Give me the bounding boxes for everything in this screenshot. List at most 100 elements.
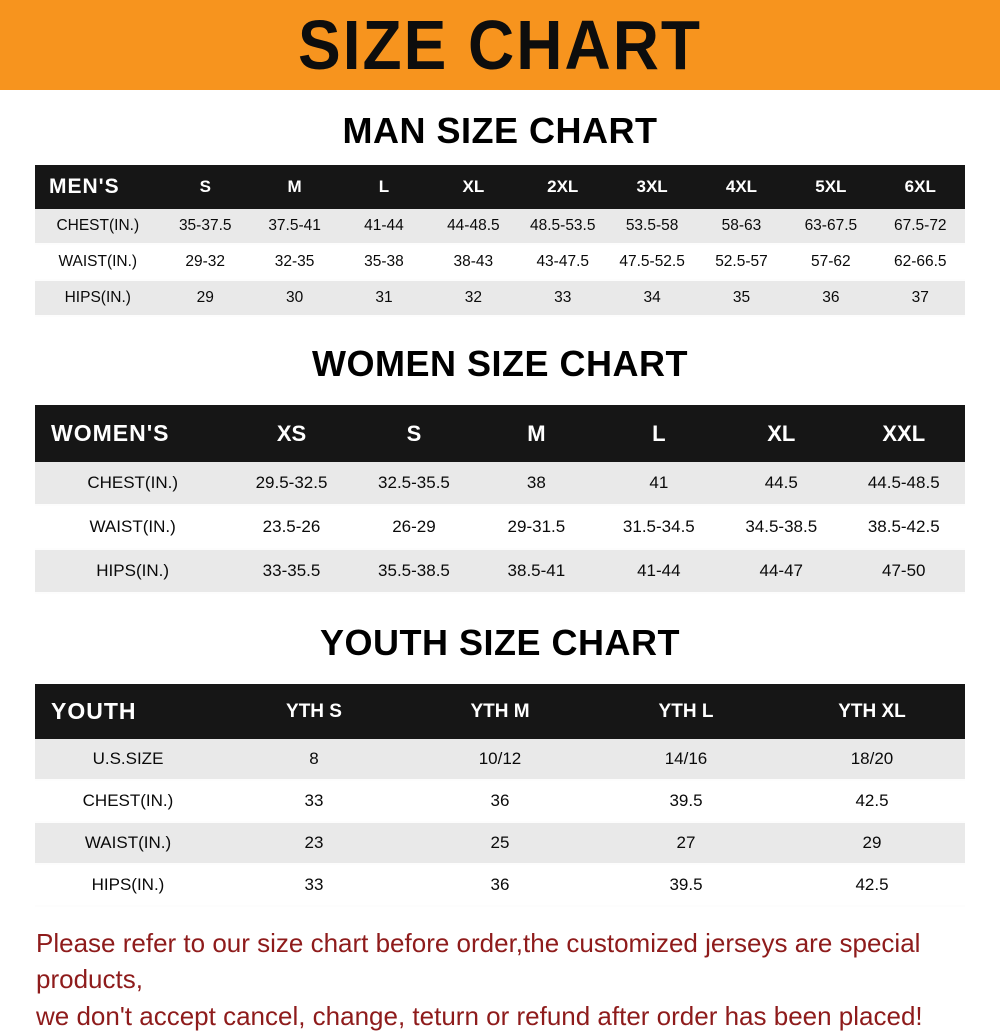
size-value-cell: 18/20	[850, 749, 894, 768]
column-header: L	[378, 177, 390, 196]
row-label: HIPS(IN.)	[91, 875, 165, 894]
column-header: YTH M	[470, 700, 530, 722]
column-header: XXL	[882, 420, 926, 446]
women-size-table: WOMEN'S XS S M L XL XXL CHEST(IN.) 29.5-32.5 32.5…	[35, 405, 965, 594]
section-title-women: WOMEN SIZE CHART	[312, 343, 688, 384]
size-value-cell: 53.5-58	[625, 217, 679, 234]
table-row: CHEST(IN.) 29.5-32.5 32.5-35.5 38 41 44.5 44.5…	[35, 462, 965, 505]
size-value-cell: 23	[304, 833, 324, 852]
size-value-cell: 58-63	[721, 217, 762, 234]
size-value-cell: 35-38	[364, 253, 404, 270]
size-value-cell: 35	[732, 289, 751, 306]
size-value-cell: 33	[304, 875, 324, 894]
size-value-cell: 10/12	[478, 749, 522, 768]
size-value-cell: 26-29	[392, 517, 436, 536]
column-header: 3XL	[636, 177, 668, 196]
size-value-cell: 41-44	[637, 561, 681, 580]
size-value-cell: 31	[375, 289, 393, 306]
column-header: YTH S	[286, 700, 342, 722]
size-value-cell: 30	[285, 289, 304, 306]
table-header-row: YOUTH YTH S YTH M YTH L YTH XL	[35, 684, 965, 739]
size-value-cell: 62-66.5	[893, 253, 947, 270]
size-value-cell: 34	[643, 289, 661, 306]
size-value-cell: 8	[309, 749, 319, 768]
size-value-cell: 41-44	[364, 217, 404, 234]
table-header-row: WOMEN'S XS S M L XL XXL	[35, 405, 965, 462]
size-value-cell: 37	[911, 289, 929, 306]
order-disclaimer: Please refer to our size chart before or…	[0, 925, 1000, 1034]
size-value-cell: 32-35	[274, 253, 315, 270]
size-value-cell: 29.5-32.5	[255, 473, 328, 492]
column-header: XS	[276, 420, 307, 446]
size-value-cell: 34.5-38.5	[745, 517, 818, 536]
men-size-table: MEN'S S M L XL 2XL 3XL 4XL 5XL 6XL CHEST(IN.) 35-37…	[35, 165, 965, 317]
table-row: WAIST(IN.) 23.5-26 26-29 29-31.5 31.5-34.5 34…	[35, 505, 965, 549]
section-men: MAN SIZE CHART MEN'S S M L XL 2XL 3XL 4XL 5XL 6XL…	[0, 110, 1000, 317]
column-header: M	[527, 420, 546, 446]
section-title-youth: YOUTH SIZE CHART	[319, 622, 680, 663]
table-row: HIPS(IN.) 33 36 39.5 42.5	[35, 864, 965, 906]
column-header: YTH XL	[838, 700, 906, 722]
column-header: 2XL	[547, 177, 579, 196]
size-value-cell: 35-37.5	[178, 217, 232, 234]
size-value-cell: 33	[554, 289, 572, 306]
row-label: HIPS(IN.)	[96, 561, 170, 580]
size-value-cell: 38.5-42.5	[867, 517, 940, 536]
disclaimer-line-2: we don't accept cancel, change, teturn o…	[36, 1000, 923, 1031]
size-value-cell: 67.5-72	[893, 217, 947, 234]
column-header: 5XL	[815, 177, 847, 196]
size-value-cell: 39.5	[669, 791, 703, 810]
table-row: WAIST(IN.) 23 25 27 29	[35, 822, 965, 864]
table-header-row: MEN'S S M L XL 2XL 3XL 4XL 5XL 6XL	[35, 165, 965, 209]
column-header: L	[652, 420, 666, 446]
table-title-cell: WOMEN'S	[51, 420, 170, 446]
size-value-cell: 33-35.5	[262, 561, 321, 580]
row-label: HIPS(IN.)	[64, 289, 131, 306]
youth-size-table: YOUTH YTH S YTH M YTH L YTH XL U.S.SIZE 8 10/12…	[35, 684, 965, 907]
size-value-cell: 38.5-41	[507, 561, 566, 580]
size-value-cell: 48.5-53.5	[529, 217, 596, 234]
table-row: U.S.SIZE 8 10/12 14/16 18/20	[35, 739, 965, 780]
table-title-cell: MEN'S	[49, 175, 120, 198]
size-value-cell: 29-31.5	[507, 517, 566, 536]
page-title: SIZE CHART	[298, 6, 702, 84]
column-header: XL	[462, 177, 485, 196]
size-value-cell: 52.5-57	[715, 253, 768, 270]
banner: SIZE CHART	[0, 0, 1000, 90]
size-value-cell: 14/16	[664, 749, 708, 768]
size-value-cell: 47-50	[882, 561, 926, 580]
size-value-cell: 44.5-48.5	[867, 473, 940, 492]
column-header: M	[287, 177, 302, 196]
table-row: WAIST(IN.) 29-32 32-35 35-38 38-43 43-47.5 47.…	[35, 244, 965, 280]
size-value-cell: 41	[649, 473, 669, 492]
size-value-cell: 32.5-35.5	[378, 473, 450, 492]
row-label: U.S.SIZE	[92, 749, 164, 768]
size-value-cell: 27	[676, 833, 696, 852]
table-title-cell: YOUTH	[51, 698, 137, 724]
table-row: CHEST(IN.) 35-37.5 37.5-41 41-44 44-48.5 48.5…	[35, 209, 965, 244]
row-label: CHEST(IN.)	[82, 791, 174, 810]
section-women: WOMEN SIZE CHART WOMEN'S XS S M L XL XXL CHEST(…	[0, 343, 1000, 594]
size-value-cell: 38-43	[453, 253, 494, 270]
size-value-cell: 42.5	[855, 875, 889, 894]
size-value-cell: 32	[464, 289, 482, 306]
disclaimer-line-1: Please refer to our size chart before or…	[36, 928, 921, 995]
size-value-cell: 36	[822, 289, 840, 306]
row-label: WAIST(IN.)	[89, 517, 176, 536]
size-value-cell: 23.5-26	[262, 517, 321, 536]
section-title-men: MAN SIZE CHART	[342, 110, 658, 151]
table-row: CHEST(IN.) 33 36 39.5 42.5	[35, 780, 965, 822]
size-value-cell: 57-62	[811, 253, 851, 270]
size-value-cell: 63-67.5	[804, 217, 858, 234]
row-label: CHEST(IN.)	[87, 473, 178, 492]
size-value-cell: 31.5-34.5	[622, 517, 695, 536]
size-value-cell: 25	[490, 833, 510, 852]
column-header: XL	[767, 420, 796, 446]
size-value-cell: 47.5-52.5	[619, 253, 685, 270]
size-value-cell: 37.5-41	[268, 217, 321, 234]
column-header: 4XL	[725, 177, 758, 196]
size-value-cell: 33	[304, 791, 324, 810]
row-label: WAIST(IN.)	[84, 833, 172, 852]
size-value-cell: 36	[490, 791, 510, 810]
